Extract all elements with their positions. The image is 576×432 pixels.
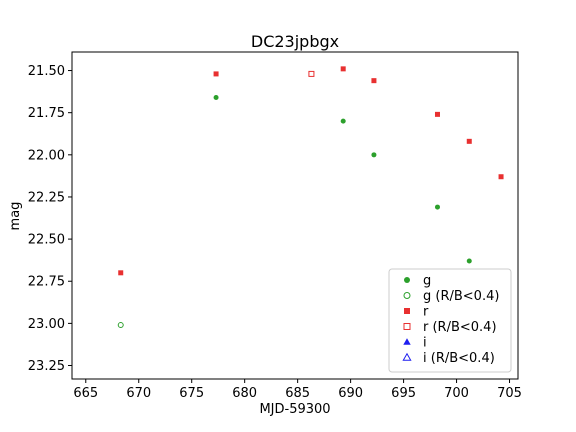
legend-box <box>388 268 512 373</box>
x-tick-label: 700 <box>444 386 469 401</box>
legend-entry: g <box>423 274 431 289</box>
legend-entry: r <box>423 305 429 320</box>
x-tick-label: 695 <box>391 386 416 401</box>
data-point-r <box>340 66 346 72</box>
data-point-r <box>213 71 219 77</box>
y-tick-label: 21.75 <box>28 106 65 121</box>
legend-marker <box>404 308 410 314</box>
data-point-g <box>340 118 346 124</box>
legend-marker <box>403 292 411 299</box>
data-point-g <box>213 95 219 101</box>
legend: gg (R/B<0.4)rr (R/B<0.4)ii (R/B<0.4) <box>388 268 512 373</box>
y-tick-label: 23.25 <box>28 359 65 374</box>
x-tick-label: 680 <box>232 386 257 401</box>
legend-marker <box>402 352 412 361</box>
legend-entry: g (R/B<0.4) <box>423 289 499 304</box>
data-point-g-r-b-0-4 <box>117 322 124 329</box>
data-point-r <box>371 78 377 84</box>
plot-frame <box>71 51 519 380</box>
data-point-r <box>118 270 124 276</box>
x-tick-label: 670 <box>126 386 151 401</box>
x-tick-label: 685 <box>285 386 310 401</box>
legend-entry: i (R/B<0.4) <box>423 351 495 366</box>
x-tick-label: 690 <box>338 386 363 401</box>
x-tick-label: 705 <box>497 386 522 401</box>
data-point-r-r-b-0-4 <box>308 70 315 77</box>
legend-entry: i <box>423 336 427 351</box>
data-point-r <box>466 138 472 144</box>
legend-marker <box>403 338 411 345</box>
chart-title: DC23jpbgx <box>251 32 339 51</box>
x-axis-label: MJD-59300 <box>259 402 330 417</box>
y-tick-label: 22.50 <box>28 233 65 248</box>
x-tick-label: 675 <box>179 386 204 401</box>
plot-area: 665 670 675 680 685 690 695 700 705 21.50 21.75 22.… <box>28 51 522 401</box>
data-point-g <box>371 152 377 158</box>
x-tick-label: 665 <box>73 386 98 401</box>
data-point-g <box>466 258 472 264</box>
legend-marker <box>403 323 411 330</box>
y-tick-label: 22.00 <box>28 148 65 163</box>
y-tick-label: 23.00 <box>28 317 65 332</box>
legend-entry: r (R/B<0.4) <box>423 320 497 335</box>
data-point-g <box>434 204 440 210</box>
y-axis-label: mag <box>8 202 23 231</box>
y-tick-label: 22.25 <box>28 190 65 205</box>
data-point-r <box>434 111 440 117</box>
y-tick-label: 22.75 <box>28 275 65 290</box>
data-point-r <box>498 174 504 180</box>
y-tick-label: 21.50 <box>28 64 65 79</box>
legend-marker <box>404 277 410 283</box>
